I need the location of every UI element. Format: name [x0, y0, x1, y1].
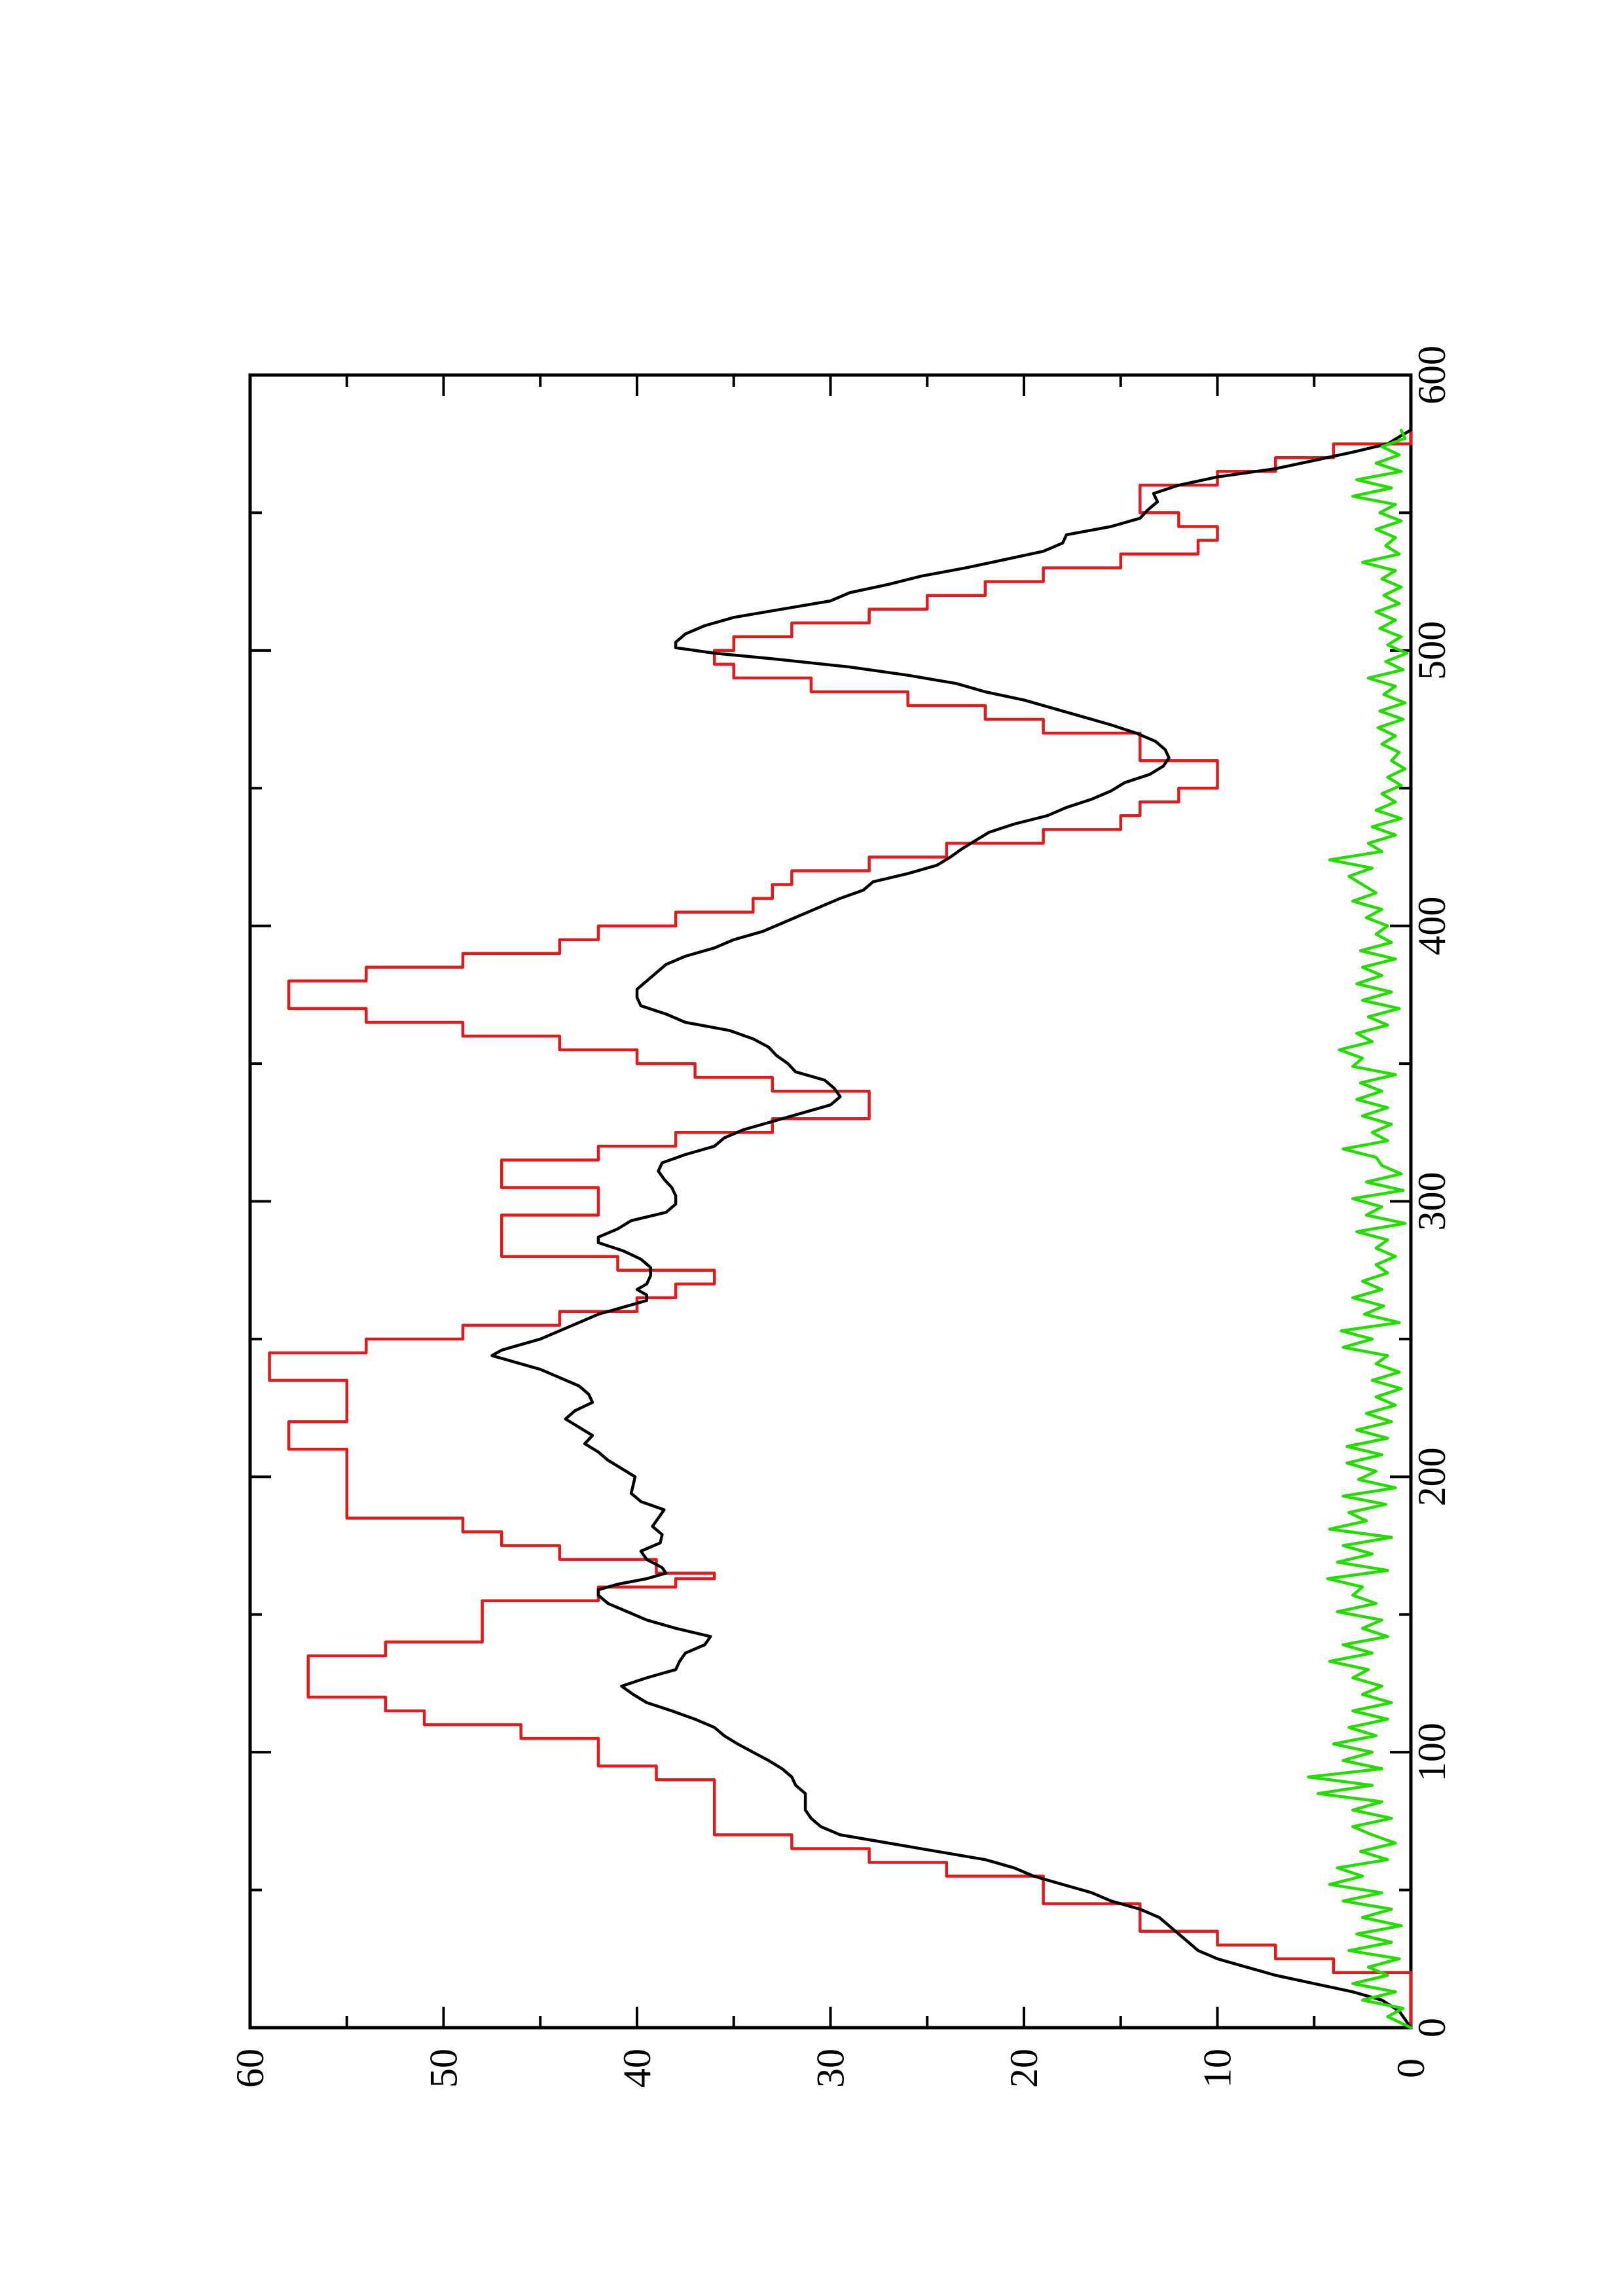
axis-tick-labels: 0 100 200 300 400 500 600 0 10 20 30 40 50 60 [228, 346, 1453, 2088]
y-tick-label: 60 [228, 2049, 272, 2088]
y-tick-label: 20 [1002, 2049, 1046, 2088]
x-tick-label: 300 [1410, 1172, 1453, 1231]
axis-ticks [249, 374, 1412, 2029]
y-tick-label: 30 [809, 2049, 852, 2088]
series-group [268, 428, 1413, 2030]
x-tick-label: 0 [1410, 2018, 1453, 2037]
x-tick-label: 600 [1410, 346, 1453, 404]
series-line-1 [268, 428, 1413, 2030]
y-tick-label: 10 [1196, 2049, 1239, 2088]
y-tick-label: 50 [422, 2049, 465, 2088]
x-tick-label: 400 [1410, 897, 1453, 956]
series-line-3 [1307, 428, 1413, 2030]
y-tick-label: 0 [1389, 2058, 1432, 2078]
x-tick-label: 200 [1410, 1447, 1453, 1506]
x-tick-label: 500 [1410, 621, 1453, 680]
y-tick-label: 40 [615, 2049, 659, 2088]
x-tick-label: 100 [1410, 1723, 1453, 1782]
series-line-2 [490, 428, 1413, 2030]
